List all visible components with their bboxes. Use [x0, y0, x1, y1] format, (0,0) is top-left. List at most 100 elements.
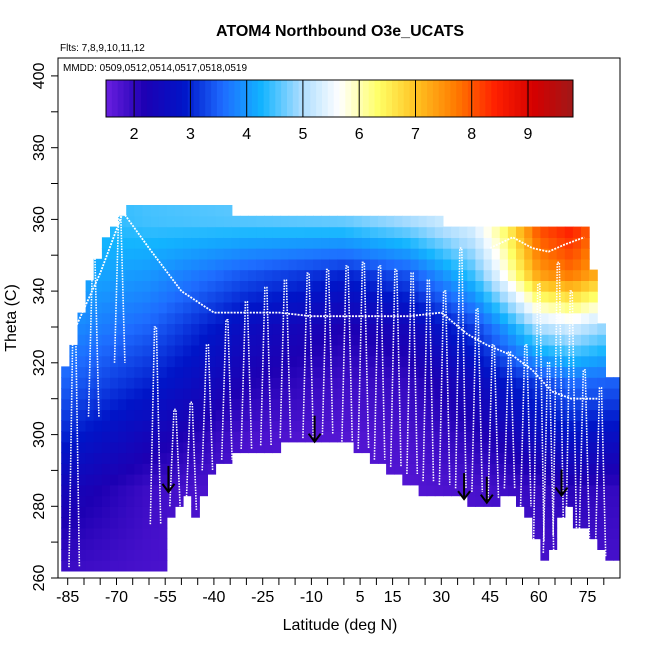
- heatmap-cell: [93, 409, 103, 421]
- heatmap-cell: [207, 280, 217, 292]
- heatmap-cell: [483, 355, 493, 368]
- heatmap-cell: [126, 495, 135, 507]
- heatmap-cell: [564, 495, 574, 507]
- heatmap-cell: [126, 248, 135, 260]
- heatmap-cell: [215, 431, 225, 443]
- heatmap-cell: [564, 420, 574, 432]
- heatmap-cell: [142, 441, 152, 454]
- heatmap-cell: [199, 398, 208, 411]
- heatmap-cell: [467, 237, 476, 249]
- heatmap-cell: [142, 280, 152, 292]
- heatmap-cell: [329, 409, 338, 421]
- heatmap-cell: [272, 366, 282, 378]
- heatmap-cell: [183, 366, 192, 378]
- heatmap-cell: [248, 398, 257, 411]
- heatmap-cell: [134, 323, 143, 335]
- heatmap-cell: [361, 398, 371, 411]
- heatmap-cell: [556, 441, 566, 454]
- heatmap-cell: [329, 398, 338, 411]
- heatmap-cell: [166, 226, 176, 238]
- heatmap-cell: [150, 226, 160, 238]
- heatmap-cell: [118, 344, 127, 357]
- heatmap-cell: [101, 527, 111, 540]
- heatmap-cell: [394, 420, 403, 432]
- heatmap-cell: [540, 334, 550, 346]
- heatmap-cell: [556, 463, 566, 475]
- heatmap-cell: [524, 366, 533, 378]
- heatmap-cell: [369, 215, 379, 228]
- heatmap-cell: [101, 291, 111, 303]
- heatmap-cell: [215, 452, 225, 464]
- heatmap-cell: [353, 355, 363, 368]
- heatmap-cell: [378, 409, 387, 421]
- heatmap-cell: [337, 258, 347, 271]
- heatmap-cell: [581, 291, 590, 303]
- heatmap-cell: [386, 291, 395, 303]
- heatmap-cell: [142, 431, 152, 443]
- heatmap-cell: [418, 334, 428, 346]
- heatmap-cell: [434, 226, 444, 238]
- heatmap-cell: [215, 280, 225, 292]
- heatmap-cell: [572, 398, 582, 411]
- heatmap-cell: [499, 463, 509, 475]
- heatmap-cell: [589, 355, 598, 368]
- heatmap-cell: [110, 301, 119, 314]
- heatmap-cell: [288, 301, 298, 314]
- flight-profile-trace: [552, 261, 565, 536]
- heatmap-cell: [199, 323, 208, 335]
- heatmap-cell: [142, 291, 152, 303]
- heatmap-cell: [288, 323, 298, 335]
- heatmap-cell: [134, 280, 143, 292]
- heatmap-cell: [239, 291, 249, 303]
- heatmap-cell: [353, 334, 363, 346]
- heatmap-cell: [142, 323, 152, 335]
- flight-profile-trace: [185, 401, 198, 510]
- heatmap-cell: [183, 387, 192, 400]
- flight-profile-trace: [373, 265, 386, 460]
- heatmap-cell: [434, 474, 444, 486]
- heatmap-cell: [296, 280, 306, 292]
- heatmap-cell: [581, 506, 590, 518]
- flight-profile-trace: [594, 387, 607, 557]
- flight-profile-trace: [259, 286, 272, 446]
- heatmap-cell: [69, 474, 79, 486]
- heatmap-cell: [353, 269, 363, 281]
- heatmap-cell: [337, 398, 347, 411]
- heatmap-cell: [410, 215, 420, 228]
- heatmap-cell: [491, 377, 501, 389]
- heatmap-cell: [199, 463, 208, 475]
- heatmap-cell: [142, 237, 152, 249]
- heatmap-cell: [589, 377, 598, 389]
- heatmap-cell: [491, 398, 501, 411]
- heatmap-cell: [264, 215, 273, 228]
- heatmap-cell: [443, 291, 452, 303]
- colorbar-swatch: [123, 80, 130, 117]
- heatmap-cell: [491, 387, 501, 400]
- heatmap-cell: [556, 226, 566, 238]
- heatmap-cell: [118, 420, 127, 432]
- heatmap-cell: [158, 387, 168, 400]
- heatmap-cell: [272, 226, 282, 238]
- heatmap-cell: [134, 248, 143, 260]
- heatmap-cell: [402, 366, 411, 378]
- heatmap-cell: [556, 312, 566, 324]
- heatmap-cell: [378, 215, 387, 228]
- heatmap-cell: [329, 258, 338, 271]
- heatmap-cell: [118, 301, 127, 314]
- heatmap-cell: [540, 431, 550, 443]
- heatmap-cell: [223, 420, 233, 432]
- heatmap-cell: [183, 323, 192, 335]
- heatmap-cell: [85, 560, 95, 572]
- heatmap-cell: [223, 237, 233, 249]
- heatmap-cell: [418, 323, 428, 335]
- colorbar-swatch: [532, 80, 539, 117]
- heatmap-cell: [280, 387, 290, 400]
- heatmap-cell: [183, 409, 192, 421]
- y-tick-label: 280: [31, 493, 48, 520]
- heatmap-cell: [150, 301, 160, 314]
- heatmap-cell: [166, 258, 176, 271]
- heatmap-cell: [386, 409, 395, 421]
- heatmap-cell: [475, 280, 485, 292]
- heatmap-cell: [321, 269, 330, 281]
- heatmap-cell: [532, 431, 541, 443]
